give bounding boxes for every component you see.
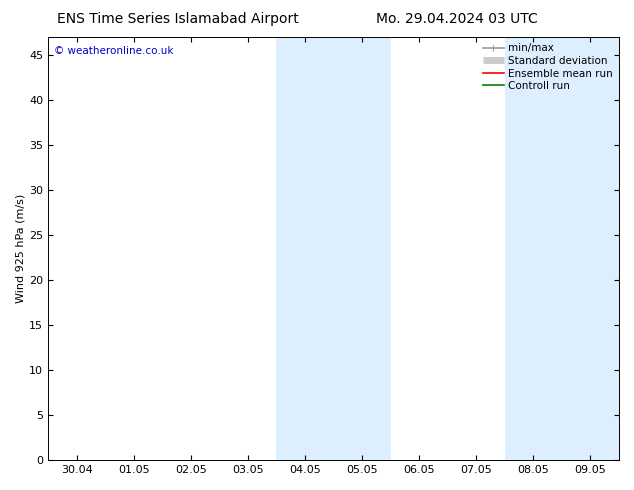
Y-axis label: Wind 925 hPa (m/s): Wind 925 hPa (m/s): [15, 194, 25, 303]
Bar: [505, 37, 619, 460]
Bar: [276, 37, 391, 460]
Text: Mo. 29.04.2024 03 UTC: Mo. 29.04.2024 03 UTC: [375, 12, 538, 26]
Text: ENS Time Series Islamabad Airport: ENS Time Series Islamabad Airport: [56, 12, 299, 26]
Text: © weatheronline.co.uk: © weatheronline.co.uk: [54, 46, 173, 55]
Legend: min/max, Standard deviation, Ensemble mean run, Controll run: min/max, Standard deviation, Ensemble me…: [480, 40, 616, 94]
